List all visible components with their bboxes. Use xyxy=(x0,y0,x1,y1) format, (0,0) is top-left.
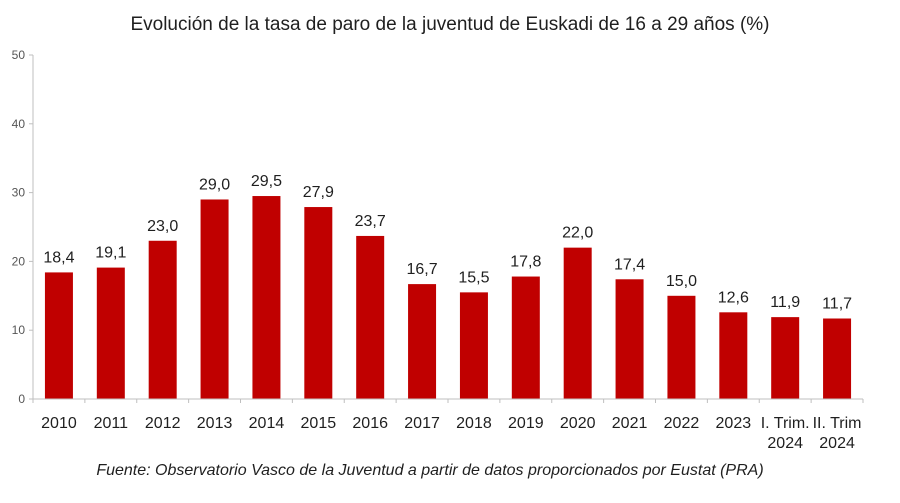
data-label: 17,4 xyxy=(614,256,645,273)
x-tick-label: 2011 xyxy=(94,415,129,432)
x-tick-label: 2015 xyxy=(301,415,337,432)
x-tick-label: 2019 xyxy=(508,415,544,432)
data-label: 29,0 xyxy=(199,176,230,193)
y-tick-label: 30 xyxy=(12,186,26,200)
bar xyxy=(200,199,229,399)
data-label: 11,7 xyxy=(822,296,852,313)
bar xyxy=(148,240,177,399)
bar xyxy=(563,247,592,399)
x-tick-label: 2023 xyxy=(716,415,752,432)
bar xyxy=(667,295,696,399)
data-label: 19,1 xyxy=(95,245,126,262)
bars-group xyxy=(44,196,852,399)
data-label: 23,7 xyxy=(355,213,386,230)
x-tick-label: 2024 xyxy=(819,435,855,452)
bar xyxy=(252,196,281,399)
y-tick-label: 20 xyxy=(12,254,26,268)
data-label: 27,9 xyxy=(303,184,334,201)
x-tick-label: 2017 xyxy=(404,415,440,432)
x-tick-label: I. Trim. xyxy=(761,415,810,432)
y-tick-label: 40 xyxy=(12,117,26,131)
bar xyxy=(823,318,852,399)
bar xyxy=(96,267,125,399)
data-label: 18,4 xyxy=(43,249,74,266)
data-label: 23,0 xyxy=(147,218,178,235)
y-tick-label: 0 xyxy=(18,392,25,406)
x-tick-label: 2010 xyxy=(41,415,77,432)
chart-source-note: Fuente: Observatorio Vasco de la Juventu… xyxy=(96,462,764,479)
data-label: 15,0 xyxy=(666,273,697,290)
x-axis: 2010 2011 2012 2013 2014 2015 2016 2017 2018 2019… xyxy=(32,398,864,452)
data-label: 11,9 xyxy=(770,294,800,311)
x-tick-label: 2014 xyxy=(249,415,285,432)
y-tick-label: 10 xyxy=(12,323,26,337)
bar xyxy=(408,284,437,399)
data-label: 12,6 xyxy=(718,289,749,306)
x-tick-label: 2022 xyxy=(664,415,700,432)
x-tick-label: 2024 xyxy=(767,435,803,452)
data-label: 16,7 xyxy=(406,261,437,278)
y-tick-label: 50 xyxy=(12,48,26,62)
bar xyxy=(356,235,385,399)
x-tick-label: 2012 xyxy=(145,415,181,432)
bar xyxy=(511,276,540,399)
x-tick-label: II. Trim xyxy=(813,415,862,432)
data-label: 22,0 xyxy=(562,225,593,242)
x-tick-label: 2021 xyxy=(612,415,648,432)
bar xyxy=(771,317,800,399)
bar xyxy=(304,207,333,399)
bar xyxy=(459,292,488,399)
bar xyxy=(719,312,748,399)
bar xyxy=(44,272,73,399)
data-label: 29,5 xyxy=(251,173,282,190)
data-label: 15,5 xyxy=(458,269,489,286)
x-tick-label: 2016 xyxy=(352,415,388,432)
y-axis: 0 10 20 30 40 50 xyxy=(12,48,34,406)
x-tick-label: 2018 xyxy=(456,415,492,432)
x-tick-label: 2020 xyxy=(560,415,596,432)
data-labels-group: 18,4 19,1 23,0 29,0 29,5 27,9 23,7 16,7 15,5 17,8… xyxy=(43,173,852,312)
x-tick-label: 2013 xyxy=(197,415,233,432)
chart-title: Evolución de la tasa de paro de la juven… xyxy=(130,14,770,35)
bar xyxy=(615,279,644,399)
data-label: 17,8 xyxy=(510,254,541,271)
